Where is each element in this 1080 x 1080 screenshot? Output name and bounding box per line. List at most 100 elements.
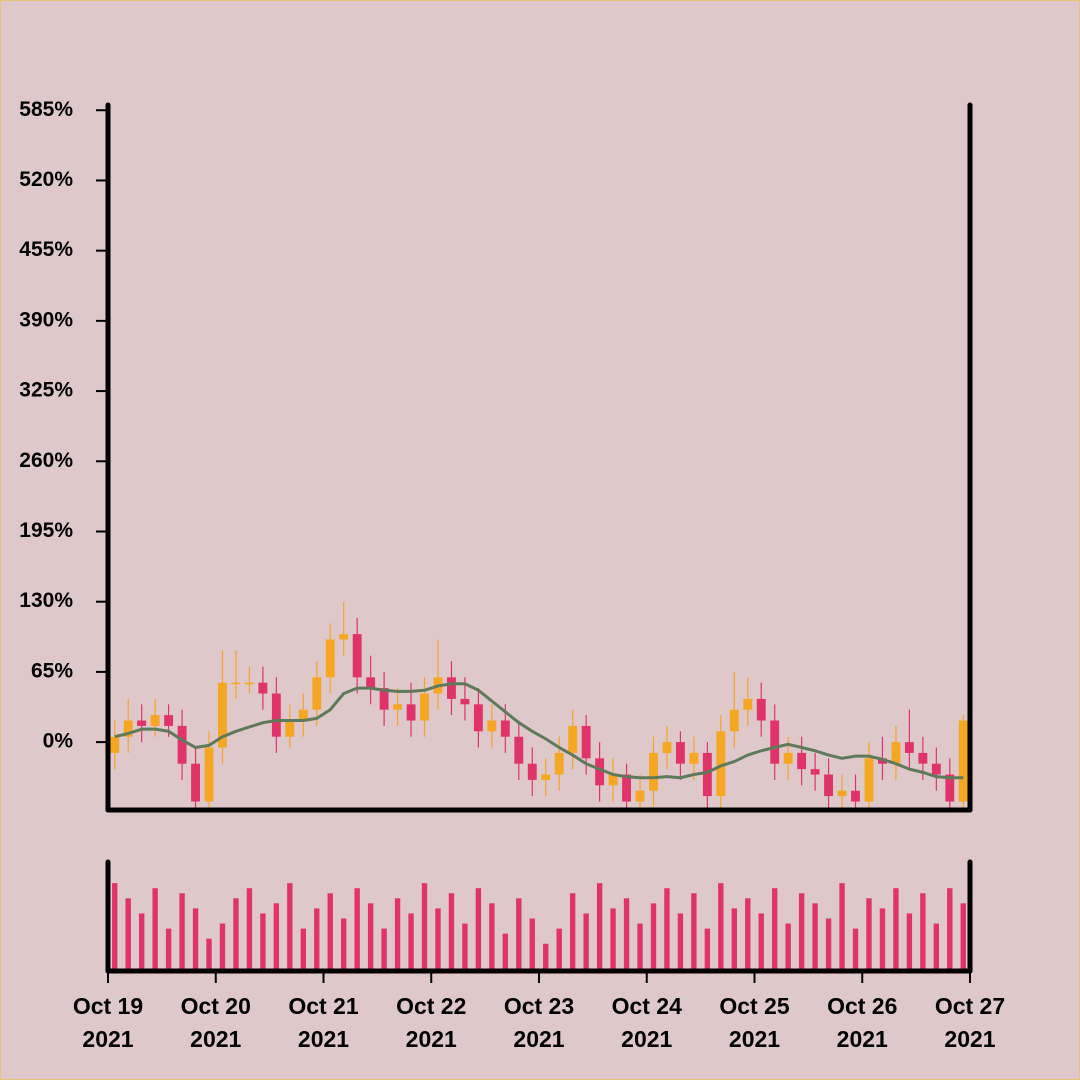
x-tick-label: 2021	[406, 1026, 457, 1052]
volume-bar	[246, 888, 253, 969]
volume-bar	[475, 888, 482, 969]
volume-bar	[489, 903, 495, 969]
volume-bar	[354, 888, 360, 969]
y-tick-label: 195%	[19, 519, 73, 542]
candle-body	[554, 752, 564, 775]
volume-bar	[758, 913, 764, 969]
volume-bar	[462, 923, 468, 969]
candle-body	[622, 774, 631, 802]
candle-body	[285, 720, 295, 737]
volume-bar	[192, 908, 199, 969]
volume-bar	[125, 898, 131, 969]
volume-bar	[179, 893, 185, 969]
candle-body	[810, 769, 820, 775]
x-tick-label: Oct 21	[288, 993, 359, 1019]
y-tick-label: 455%	[19, 238, 73, 261]
volume-bar	[502, 933, 509, 969]
volume-bar	[341, 918, 347, 969]
x-tick-label: Oct 23	[504, 993, 574, 1019]
candle-body	[487, 720, 497, 732]
volume-bar	[852, 928, 859, 969]
candle-body	[918, 752, 928, 764]
candle-body	[218, 682, 227, 748]
candle-body	[420, 693, 429, 721]
y-tick-label: 585%	[19, 98, 73, 121]
x-tick-label: 2021	[298, 1026, 349, 1052]
candle-body	[406, 704, 416, 721]
volume-bar	[664, 888, 670, 969]
candle-body	[527, 763, 537, 780]
x-tick-label: Oct 25	[719, 993, 790, 1019]
candle-body	[568, 725, 578, 753]
volume-bar	[408, 913, 414, 969]
axes: 0% 65% 130% 195% 260% 325% 390% 455% 520% 585% Oct…	[19, 98, 1005, 1052]
y-tick-label: 325%	[19, 379, 73, 402]
x-tick-label: Oct 20	[181, 993, 251, 1019]
y-tick-label: 65%	[31, 659, 73, 682]
volume-bar	[947, 888, 953, 969]
y-tick-label: 520%	[19, 168, 73, 191]
volume-bar	[273, 903, 280, 969]
volume-bar	[960, 903, 966, 969]
candle-body	[177, 725, 187, 764]
x-tick-label: 2021	[944, 1026, 995, 1052]
volume-bar	[637, 923, 643, 969]
x-tick-label: Oct 22	[396, 993, 466, 1019]
volume-bar	[206, 938, 212, 969]
candle-body	[271, 693, 281, 737]
volume-bar	[219, 923, 226, 969]
candle-body	[770, 720, 780, 764]
candle-body	[366, 677, 376, 689]
candle-body	[743, 698, 753, 710]
candle-body	[783, 752, 793, 764]
volume-bar	[731, 908, 737, 969]
candle-body	[864, 758, 874, 802]
volume-bar	[623, 898, 630, 969]
volume-bar	[772, 888, 778, 969]
x-tick-label: 2021	[82, 1026, 133, 1052]
candle-body	[729, 709, 739, 732]
volume-bar	[839, 883, 845, 969]
candle-body	[702, 752, 712, 797]
candle-body	[460, 698, 470, 705]
volume-bar	[327, 893, 333, 969]
candle-body	[500, 720, 510, 737]
candle-body	[837, 790, 847, 797]
candle-body	[258, 682, 268, 694]
volume-bar	[610, 908, 616, 969]
volume-bar	[165, 928, 172, 969]
volume-bar	[691, 893, 697, 969]
candle-body	[878, 758, 887, 764]
candle-body	[891, 742, 901, 764]
volume-bar	[529, 918, 535, 969]
candle-body	[635, 790, 645, 802]
volume-bar	[556, 928, 562, 969]
x-tick-label: 2021	[513, 1026, 564, 1052]
candle-body	[447, 677, 456, 699]
y-tick-label: 0%	[43, 730, 74, 753]
price-panel	[110, 601, 968, 808]
candle-body	[716, 731, 726, 797]
candle-body	[379, 688, 389, 710]
candle-body	[581, 725, 591, 759]
volume-bar	[745, 898, 751, 969]
volume-bar	[798, 893, 805, 969]
volume-bar	[260, 913, 266, 969]
volume-bar	[704, 928, 711, 969]
volume-bar	[569, 893, 576, 969]
x-tick-label: 2021	[621, 1026, 672, 1052]
volume-bar	[394, 898, 401, 969]
candle-body	[352, 634, 362, 678]
volume-bar	[138, 913, 145, 969]
candle-body	[851, 790, 860, 802]
candle-body	[541, 774, 551, 780]
candle-body	[231, 682, 241, 685]
x-tick-label: 2021	[837, 1026, 888, 1052]
x-tick-label: 2021	[729, 1026, 780, 1052]
x-tick-label: Oct 27	[935, 993, 1005, 1019]
volume-panel	[112, 883, 966, 969]
volume-bar	[677, 913, 684, 969]
candle-body	[945, 774, 955, 802]
